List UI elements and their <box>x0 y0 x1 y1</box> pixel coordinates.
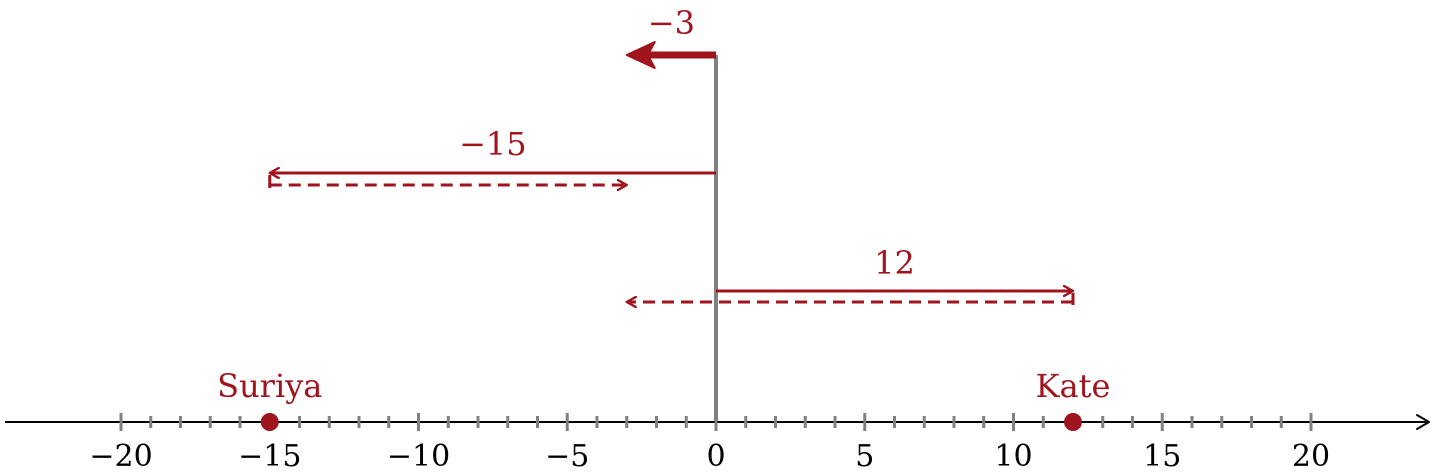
arrow-label: 12 <box>874 244 915 282</box>
arrow-label: −3 <box>648 4 695 42</box>
position-dot <box>1064 413 1082 431</box>
position-dot <box>260 413 279 431</box>
tick-label: 0 <box>706 439 725 474</box>
tick-label: −15 <box>238 439 301 474</box>
displacement-arrows: −3 −15 12 <box>268 4 1075 305</box>
tick-label: −5 <box>545 439 589 474</box>
tick-label: 20 <box>1292 439 1330 474</box>
tick-label: −10 <box>387 439 450 474</box>
tick-label: 10 <box>994 439 1032 474</box>
axis-tick-labels: −20 −15 −10 −5 0 5 10 15 20 <box>89 439 1330 474</box>
tick-label: 15 <box>1143 439 1181 474</box>
position-label: Suriya <box>217 367 322 405</box>
tick-label: −20 <box>89 439 152 474</box>
axis-ticks <box>119 413 1313 431</box>
position-points: Suriya Kate <box>217 367 1110 431</box>
axis-arrowhead <box>1416 414 1430 430</box>
tick-label: 5 <box>855 439 874 474</box>
bold-arrowhead <box>625 41 656 69</box>
position-label: Kate <box>1036 367 1111 405</box>
arrow-label: −15 <box>459 125 527 163</box>
